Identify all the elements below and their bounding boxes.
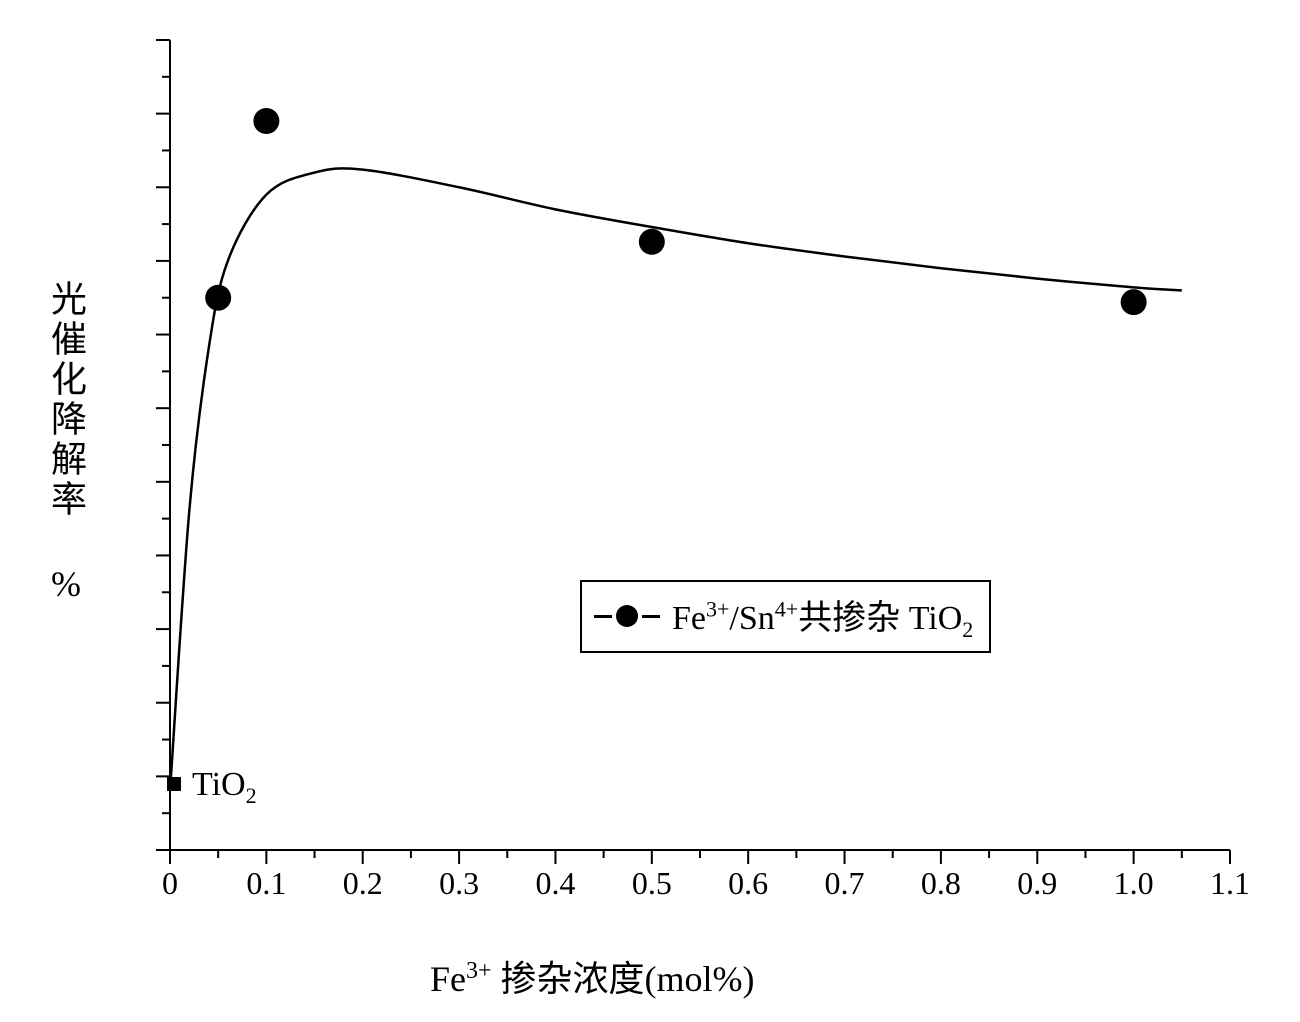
x-tick-label: 1.1 bbox=[1210, 865, 1250, 900]
data-point bbox=[205, 285, 231, 311]
legend-marker-icon bbox=[594, 601, 664, 631]
tio2-reference-label: TiO2 bbox=[192, 766, 257, 809]
x-tick-label: 0.2 bbox=[343, 865, 383, 900]
x-axis-label: Fe3+ 掺杂浓度(mol%) bbox=[430, 950, 755, 1002]
x-tick-label: 0 bbox=[162, 865, 178, 900]
data-point bbox=[253, 108, 279, 134]
x-tick-label: 0.3 bbox=[439, 865, 479, 900]
axes-lines bbox=[170, 40, 1230, 850]
legend-text: Fe3+/Sn4+共掺杂 TiO2 bbox=[672, 590, 973, 643]
x-tick-label: 0.5 bbox=[632, 865, 672, 900]
chart-container: 00.10.20.30.40.50.60.70.80.91.01.1 40455… bbox=[150, 30, 1250, 900]
x-tick-label: 1.0 bbox=[1114, 865, 1154, 900]
x-tick-label: 0.7 bbox=[825, 865, 865, 900]
fitted-curve bbox=[170, 168, 1182, 791]
legend: Fe3+/Sn4+共掺杂 TiO2 bbox=[580, 580, 991, 653]
x-tick-label: 0.8 bbox=[921, 865, 961, 900]
x-tick-label: 0.4 bbox=[535, 865, 575, 900]
x-tick-label: 0.9 bbox=[1017, 865, 1057, 900]
y-axis-label: 光催化降解率 % bbox=[40, 280, 92, 608]
chart-svg: 00.10.20.30.40.50.60.70.80.91.01.1 40455… bbox=[150, 30, 1250, 900]
data-point bbox=[1121, 289, 1147, 315]
tio2-reference-marker bbox=[167, 777, 181, 791]
x-tick-label: 0.1 bbox=[246, 865, 286, 900]
data-point bbox=[639, 229, 665, 255]
x-tick-label: 0.6 bbox=[728, 865, 768, 900]
